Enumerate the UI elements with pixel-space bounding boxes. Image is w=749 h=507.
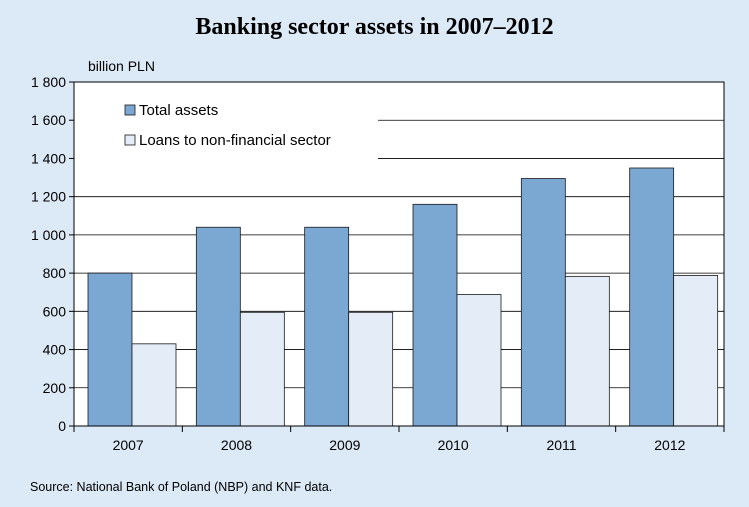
y-tick-label: 1 400 [31,150,66,166]
bar-loans-2007 [131,343,177,427]
bar-total-assets-2011 [520,178,566,427]
y-tick-label: 600 [43,303,67,319]
y-tick-label: 200 [43,380,67,396]
x-tick-label: 2011 [546,437,576,453]
legend-swatch-total-assets [124,104,136,116]
x-tick-label: 2008 [221,437,252,453]
x-tick-label: 2012 [654,437,685,453]
bar-loans-2012 [673,275,719,427]
y-tick-label: 1 800 [31,74,66,90]
plot-area [73,81,725,427]
x-tick-label: 2009 [329,437,360,453]
legend-label-total-assets: Total assets [139,102,218,119]
bar-total-assets-2008 [195,226,241,427]
bar-loans-2009 [348,311,394,427]
bar-loans-2008 [239,311,285,427]
bar-loans-2011 [564,275,610,427]
bar-total-assets-2007 [87,272,133,427]
bar-total-assets-2012 [629,167,675,427]
source-note: Source: National Bank of Poland (NBP) an… [30,480,333,494]
y-tick-label: 1 000 [31,227,66,243]
legend-label-loans: Loans to non-financial sector [139,132,331,149]
y-axis-unit-label: billion PLN [88,58,155,74]
bar-total-assets-2009 [304,226,350,427]
y-tick-label: 0 [58,418,66,434]
x-tick-label: 2010 [438,437,469,453]
y-tick-label: 800 [43,265,67,281]
chart-title: Banking sector assets in 2007–2012 [195,14,554,40]
x-tick-label: 2007 [113,437,144,453]
bar-loans-2010 [456,294,502,427]
legend-swatch-loans [124,134,136,146]
y-tick-label: 1 600 [31,112,66,128]
y-tick-label: 400 [43,342,67,358]
bar-total-assets-2010 [412,203,458,427]
y-tick-label: 1 200 [31,189,66,205]
